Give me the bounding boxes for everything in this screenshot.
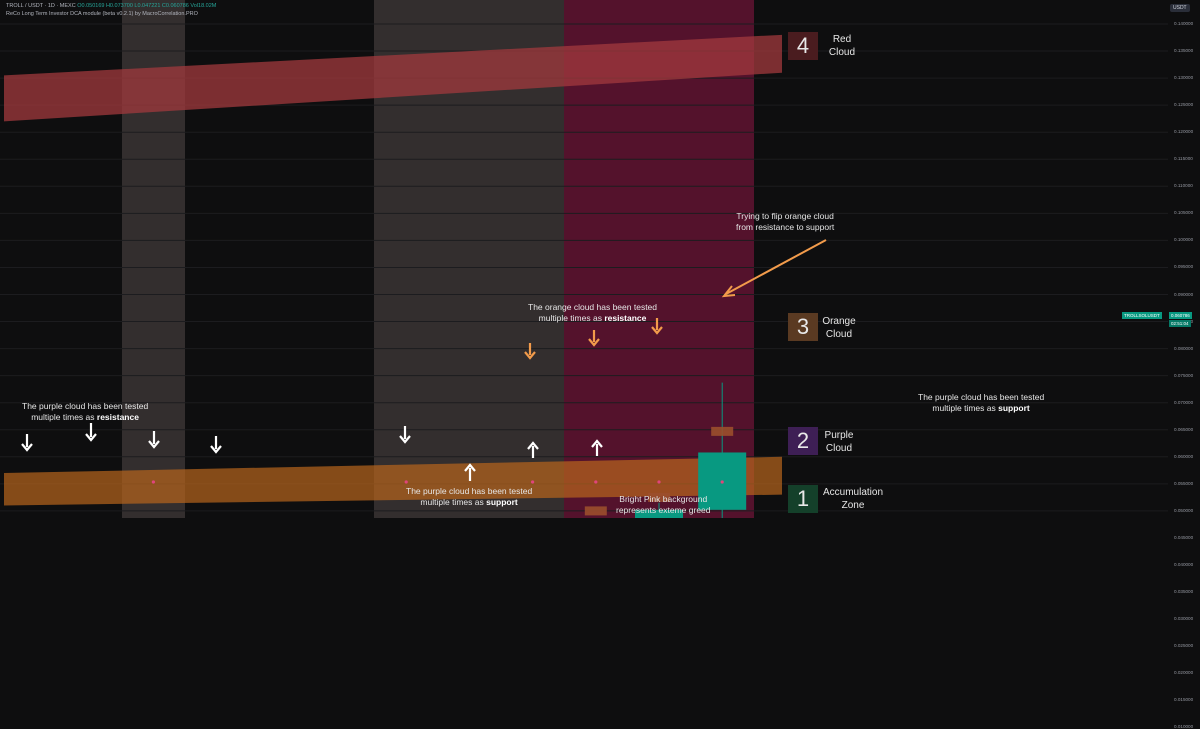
- dca-marker: [584, 506, 607, 516]
- zone-4-label: Red Cloud: [828, 34, 856, 58]
- axis-tick-label: 0.075000: [1174, 372, 1194, 378]
- annotation-purple-support: The purple cloud has been tested multipl…: [406, 486, 533, 507]
- symbol-price-tag: TROLLSOLUSDT: [1122, 312, 1162, 319]
- zone-1-label: Accumulation Zone: [822, 487, 884, 511]
- arrow-icon: [527, 441, 539, 450]
- countdown-tag: 02:51:04: [1169, 320, 1191, 327]
- axis-tick-label: 0.090000: [1174, 291, 1194, 297]
- axis-tick-label: 0.125000: [1174, 102, 1194, 108]
- axis-tick-label: 0.115000: [1174, 156, 1193, 162]
- price-axis[interactable]: [1168, 0, 1200, 518]
- annotation-purple-resistance: The purple cloud has been tested multipl…: [22, 401, 149, 422]
- arrow-icon: [524, 351, 536, 360]
- arrow-icon: [148, 440, 160, 449]
- symbol-title[interactable]: TROLL / USDT · 1D · MEXC: [6, 3, 76, 9]
- axis-tick-label: 0.110000: [1174, 183, 1193, 189]
- arrow-icon: [591, 439, 603, 448]
- axis-tick-label: 0.135000: [1174, 48, 1194, 54]
- zone-3-box: 3: [788, 313, 818, 341]
- axis-tick-label: 0.060000: [1174, 453, 1194, 459]
- last-price-tag: 0.060786: [1169, 312, 1192, 319]
- arrow-icon: [21, 443, 33, 452]
- signal-dot: [594, 480, 598, 484]
- annotation-pink-background: Bright Pink background represents exteme…: [616, 494, 711, 515]
- arrow-icon: [210, 445, 222, 454]
- dca-marker: [711, 426, 734, 436]
- axis-tick-label: 0.095000: [1174, 264, 1194, 270]
- dca-marker: [648, 492, 670, 502]
- arrow-icon: [721, 285, 736, 298]
- axis-tick-label: 0.015000: [1174, 697, 1194, 703]
- axis-tick-label: 0.030000: [1174, 616, 1194, 622]
- signal-dot: [531, 480, 535, 484]
- zone-2-label: Purple Cloud: [824, 430, 854, 454]
- zone-1-box: 1: [788, 485, 818, 513]
- zone-2-box: 2: [788, 427, 818, 455]
- signal-dot: [720, 480, 724, 484]
- axis-tick-label: 0.045000: [1174, 534, 1194, 540]
- axis-tick-label: 0.140000: [1174, 21, 1194, 26]
- axis-tick-label: 0.130000: [1174, 75, 1194, 81]
- candle-body: [635, 509, 683, 518]
- arrow-icon: [85, 433, 97, 442]
- axis-tick-label: 0.105000: [1174, 210, 1194, 216]
- signal-dot: [404, 480, 408, 484]
- ohlc-values: O0.050169 H0.073700 L0.047221 C0.060786 …: [77, 3, 217, 9]
- axis-tick-label: 0.080000: [1174, 345, 1194, 351]
- arrow-icon: [725, 239, 827, 295]
- arrow-icon: [464, 463, 476, 472]
- zone-3-label: Orange Cloud: [822, 316, 856, 340]
- axis-tick-label: 0.050000: [1174, 507, 1194, 513]
- axis-tick-label: 0.100000: [1174, 237, 1194, 243]
- annotation-purple-support-right: The purple cloud has been tested multipl…: [918, 392, 1045, 413]
- signal-dot: [657, 480, 661, 484]
- currency-label[interactable]: USDT: [1170, 4, 1190, 12]
- indicator-title[interactable]: ReCo Long Term Investor DCA module (beta…: [6, 10, 198, 17]
- arrow-icon: [399, 435, 411, 444]
- annotation-flip-orange: Trying to flip orange cloud from resista…: [736, 211, 835, 232]
- chart-header: TROLL / USDT · 1D · MEXC O0.050169 H0.07…: [6, 3, 216, 18]
- axis-tick-label: 0.035000: [1174, 589, 1194, 595]
- axis-tick-label: 0.055000: [1174, 480, 1194, 486]
- axis-tick-label: 0.120000: [1174, 129, 1194, 135]
- axis-tick-label: 0.065000: [1174, 426, 1194, 432]
- axis-tick-label: 0.040000: [1174, 562, 1194, 567]
- red-cloud: [4, 34, 782, 122]
- zone-4-box: 4: [788, 32, 818, 60]
- arrow-icon: [588, 338, 600, 347]
- axis-tick-label: 0.010000: [1174, 724, 1194, 729]
- arrow-icon: [651, 326, 663, 335]
- signal-dot: [151, 480, 155, 484]
- price-chart[interactable]: [0, 0, 1168, 518]
- axis-tick-label: 0.025000: [1174, 643, 1194, 649]
- orange-cloud: [4, 456, 782, 506]
- axis-tick-label: 0.020000: [1174, 670, 1194, 676]
- axis-tick-label: 0.070000: [1174, 399, 1194, 405]
- annotation-orange-resistance: The orange cloud has been tested multipl…: [528, 302, 658, 323]
